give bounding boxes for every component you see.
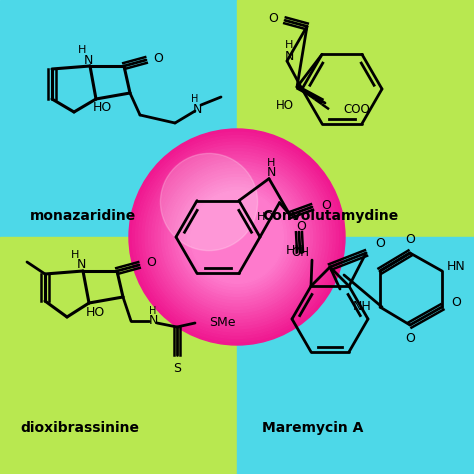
Text: R: R (287, 210, 296, 223)
Text: N: N (76, 258, 86, 272)
Circle shape (145, 145, 329, 329)
Text: COO: COO (343, 102, 370, 116)
Text: HO: HO (92, 100, 111, 113)
Text: Maremycin A: Maremycin A (262, 421, 364, 435)
Circle shape (155, 155, 319, 319)
Text: N: N (266, 166, 276, 179)
Text: N: N (192, 102, 202, 116)
Text: O: O (153, 52, 163, 64)
Circle shape (178, 178, 296, 296)
Circle shape (191, 191, 283, 283)
Text: HN: HN (447, 261, 465, 273)
Text: O: O (451, 297, 461, 310)
Circle shape (168, 168, 306, 306)
Text: HO: HO (257, 211, 274, 222)
Text: O: O (146, 256, 156, 270)
Text: H: H (285, 40, 293, 50)
Bar (237, 237, 474, 474)
Bar (237, 0, 474, 237)
Circle shape (184, 184, 290, 290)
Text: H: H (149, 306, 157, 316)
Text: monazaridine: monazaridine (30, 209, 136, 223)
Text: H: H (267, 158, 275, 168)
Text: N: N (148, 315, 158, 328)
Text: N: N (284, 49, 294, 63)
Text: O: O (375, 237, 385, 249)
Circle shape (139, 139, 335, 335)
Text: S: S (173, 363, 181, 375)
Text: OH: OH (291, 246, 309, 259)
Text: Convolutamydine: Convolutamydine (262, 209, 398, 223)
Circle shape (171, 171, 303, 303)
Text: NH: NH (353, 301, 371, 313)
Circle shape (142, 142, 332, 332)
Text: SMe: SMe (209, 317, 236, 329)
Text: H: H (191, 94, 199, 104)
Circle shape (136, 136, 338, 338)
Circle shape (148, 148, 326, 326)
Text: O: O (321, 199, 331, 211)
Text: HN: HN (286, 244, 304, 256)
Text: H: H (71, 250, 79, 260)
Bar (0, 237, 237, 474)
Circle shape (160, 154, 257, 251)
Text: H: H (78, 45, 86, 55)
Text: HO: HO (85, 307, 105, 319)
Text: O: O (405, 233, 415, 246)
Circle shape (174, 174, 300, 300)
Circle shape (162, 162, 312, 312)
Text: O: O (296, 219, 306, 233)
Text: O: O (268, 12, 278, 25)
Circle shape (158, 158, 316, 316)
Text: dioxibrassinine: dioxibrassinine (20, 421, 139, 435)
Circle shape (164, 164, 310, 310)
Circle shape (132, 132, 342, 342)
Circle shape (152, 152, 322, 322)
Circle shape (187, 187, 287, 287)
Bar (0, 0, 237, 237)
Text: N: N (83, 54, 93, 66)
Circle shape (129, 129, 345, 345)
Circle shape (181, 181, 293, 293)
Text: O: O (405, 332, 415, 346)
Text: HO: HO (276, 99, 294, 111)
